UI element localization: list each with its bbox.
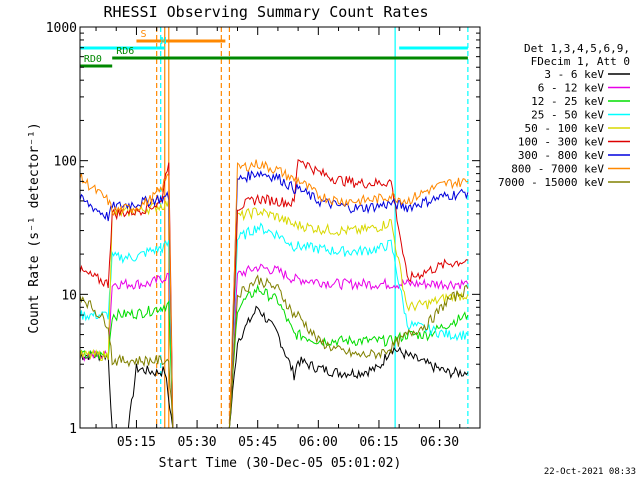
y-tick-label: 1 [69,422,77,437]
y-tick-label: 1000 [46,21,77,36]
timestamp: 22-Oct-2021 08:33 [544,467,636,477]
y-tick-label: 100 [54,155,77,170]
flag-bar-label: N [161,36,167,47]
x-tick-label: 06:15 [359,435,398,450]
legend-label: 3 - 6 keV [544,68,604,81]
legend-label: 100 - 300 keV [518,136,604,149]
plot-clip-group: S N RD0 RD6 [80,27,469,428]
series-line [80,159,469,428]
legend-label: 300 - 800 keV [518,149,604,162]
legend-label: 25 - 50 keV [531,109,604,122]
y-tick-label: 10 [61,288,77,303]
plot-area: S N RD0 RD6 [80,27,469,428]
flag-bar-label: RD0 [84,54,102,65]
series-line [80,263,469,428]
chart-title: RHESSI Observing Summary Count Rates [103,3,428,21]
flag-bar-label: RD6 [116,46,134,57]
x-tick-label: 06:30 [420,435,459,450]
y-axis-label: Count Rate (s⁻¹ detector⁻¹) [27,122,42,333]
plot-frame [79,26,481,429]
legend-label: 7000 - 15000 keV [498,176,604,189]
legend-header: FDecim 1, Att 0 [531,55,630,68]
series-line [80,159,469,428]
x-tick-label: 05:45 [238,435,277,450]
x-axis-label: Start Time (30-Dec-05 05:01:02) [159,456,402,471]
legend: Det 1,3,4,5,6,9,FDecim 1, Att 03 - 6 keV… [498,42,630,189]
series-line [80,198,469,428]
legend-label: 12 - 25 keV [531,95,604,108]
x-tick-label: 05:30 [178,435,217,450]
x-tick-label: 06:00 [299,435,338,450]
series-line [80,305,469,428]
series-line [80,274,469,428]
series-line [80,222,469,428]
x-tick-label: 05:15 [117,435,156,450]
legend-label: 50 - 100 keV [525,122,605,135]
legend-label: 800 - 7000 keV [511,163,604,176]
legend-header: Det 1,3,4,5,6,9, [524,42,630,55]
series-line [80,170,469,428]
flag-bar-label: S [140,29,146,40]
series-line [80,283,469,428]
axes: 1 10 100 1000 05:15 05:30 05:45 06:00 06:15 06:30 [46,21,481,450]
legend-label: 6 - 12 keV [538,82,605,95]
